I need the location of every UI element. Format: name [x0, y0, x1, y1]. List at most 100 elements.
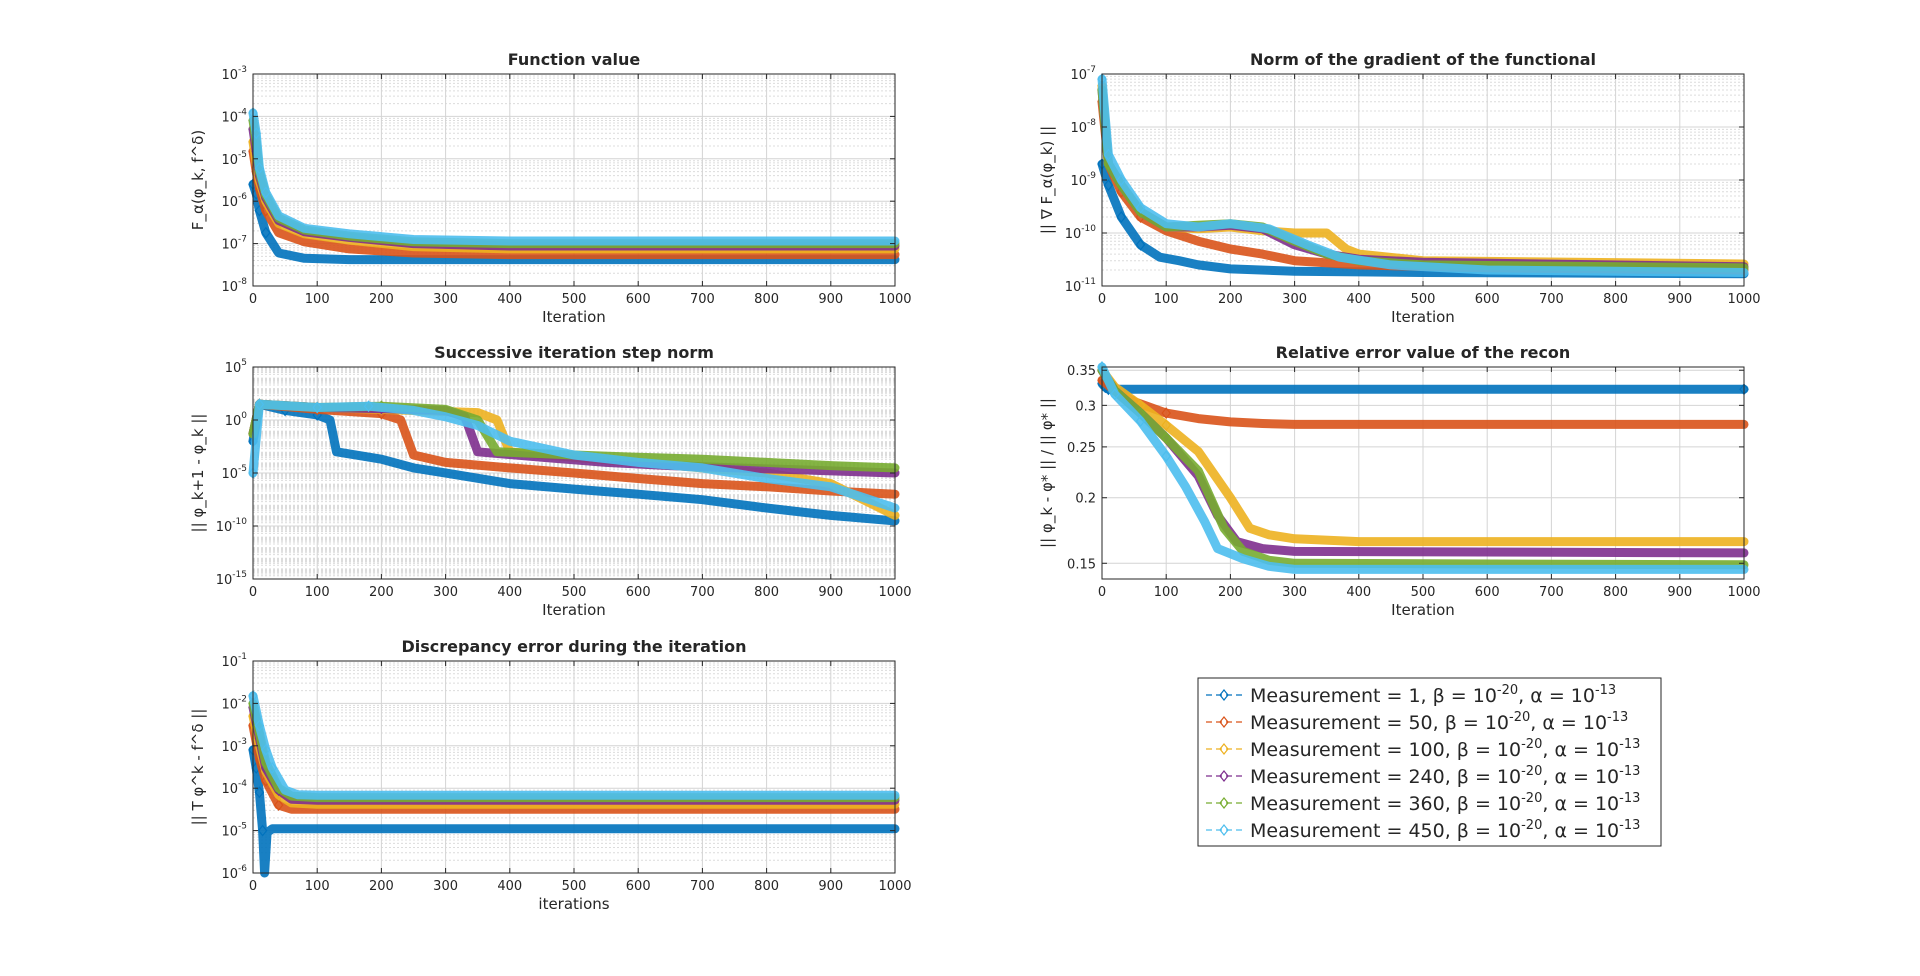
- x-tick-label: 100: [305, 292, 330, 307]
- legend-sep: ,: [1530, 712, 1542, 734]
- x-tick-label: 200: [1218, 292, 1243, 307]
- legend-item: Measurement = 240, β = 10-20, α = 10-13: [1206, 764, 1640, 788]
- x-tick-label: 200: [369, 292, 394, 307]
- x-tick-label: 500: [1411, 292, 1436, 307]
- y-tick-base: 10: [221, 153, 238, 168]
- y-tick-base: 10: [221, 740, 238, 755]
- x-tick-label: 0: [1098, 292, 1106, 307]
- x-tick-label: 400: [1346, 292, 1371, 307]
- legend-item: Measurement = 450, β = 10-20, α = 10-13: [1206, 818, 1640, 842]
- x-tick-label: 600: [626, 879, 651, 894]
- y-tick-label: 10-1: [221, 652, 247, 670]
- y-tick-label: 0.3: [1075, 399, 1096, 414]
- y-tick-base: 10: [216, 573, 233, 588]
- legend-sep: ,: [1542, 793, 1554, 815]
- y-tick-base: 10: [1065, 227, 1082, 242]
- y-tick-label: 10-2: [221, 694, 247, 712]
- x-tick-label: 1000: [878, 585, 911, 600]
- data-marker: [254, 719, 265, 732]
- legend-measurement: Measurement = 1,: [1250, 685, 1433, 707]
- y-tick-base: 10: [221, 68, 238, 83]
- y-tick-base: 10: [221, 467, 238, 482]
- legend-beta-exp: -20: [1509, 710, 1530, 725]
- y-tick-label: 10-9: [1070, 171, 1096, 189]
- legend-measurement: Measurement = 240,: [1250, 766, 1457, 788]
- data-marker: [257, 824, 268, 837]
- legend-beta: β = 10: [1445, 712, 1509, 734]
- y-tick-exponent: -7: [1087, 65, 1096, 75]
- legend-beta: β = 10: [1457, 793, 1521, 815]
- y-tick-base: 10: [225, 414, 242, 429]
- y-tick-exponent: -1: [238, 652, 247, 662]
- x-tick-label: 1000: [1727, 292, 1760, 307]
- data-marker: [363, 400, 374, 413]
- x-tick-label: 0: [1098, 585, 1106, 600]
- y-tick-label: 0.2: [1075, 492, 1096, 507]
- y-tick-label: 0.35: [1067, 364, 1096, 379]
- x-tick-label: 0: [249, 292, 257, 307]
- chart-step-norm: 0 100 200 300 400 500 600 700 800 900 100010-1510-…: [189, 343, 912, 619]
- y-tick-exponent: -2: [238, 694, 247, 704]
- legend-swatch-marker: [1219, 716, 1229, 728]
- x-axis-label: Iteration: [542, 601, 606, 619]
- legend-label: Measurement = 450, β = 10-20, α = 10-13: [1250, 818, 1640, 842]
- x-tick-label: 800: [1603, 585, 1628, 600]
- data-marker: [261, 743, 271, 756]
- x-tick-label: 100: [305, 879, 330, 894]
- x-tick-label: 300: [433, 879, 458, 894]
- legend-label: Measurement = 360, β = 10-20, α = 10-13: [1250, 791, 1640, 815]
- legend-beta-exp: -20: [1497, 683, 1518, 698]
- y-tick-label: 10-6: [221, 192, 247, 210]
- legend-sep: ,: [1542, 766, 1554, 788]
- data-marker: [1135, 201, 1146, 214]
- y-tick-base: 10: [221, 655, 238, 670]
- y-tick-exponent: -6: [238, 192, 247, 202]
- x-tick-label: 400: [497, 292, 522, 307]
- y-tick-label: 10-8: [221, 277, 247, 295]
- y-tick-label: 10-3: [221, 65, 247, 83]
- x-tick-label: 200: [369, 585, 394, 600]
- legend-item: Measurement = 100, β = 10-20, α = 10-13: [1206, 737, 1640, 761]
- y-tick-base: 10: [221, 195, 238, 210]
- legend-box: [1197, 677, 1662, 847]
- data-marker: [1135, 238, 1146, 251]
- y-tick-exponent: 0: [241, 411, 247, 421]
- y-tick-label: 10-3: [221, 737, 247, 755]
- data-marker: [251, 127, 261, 140]
- x-tick-label: 900: [1667, 292, 1692, 307]
- data-marker: [1161, 407, 1171, 420]
- legend-measurement: Measurement = 100,: [1250, 739, 1457, 761]
- legend-alpha: α = 10: [1554, 820, 1619, 842]
- y-tick-base: 10: [1070, 121, 1087, 136]
- y-tick-label: 10-4: [221, 779, 247, 797]
- series-line-1: [248, 399, 900, 526]
- x-tick-label: 700: [690, 292, 715, 307]
- y-tick-base: 10: [1065, 280, 1082, 295]
- y-tick-base: 10: [225, 361, 242, 376]
- x-tick-label: 200: [1218, 585, 1243, 600]
- data-marker: [1116, 174, 1127, 186]
- chart-title: Relative error value of the recon: [1276, 343, 1571, 362]
- legend-item: Measurement = 1, β = 10-20, α = 10-13: [1206, 683, 1616, 707]
- x-tick-label: 1000: [878, 292, 911, 307]
- y-tick-label: 10-10: [1065, 224, 1097, 242]
- x-tick-label: 800: [1603, 292, 1628, 307]
- x-tick-label: 0: [249, 879, 257, 894]
- series-line-1: [248, 179, 900, 265]
- legend-alpha-exp: -13: [1619, 818, 1640, 833]
- y-tick-base: 10: [221, 110, 238, 125]
- chart-function-value: 0 100 200 300 400 500 600 700 800 900 100010-810-7…: [189, 50, 912, 326]
- legend-measurement: Measurement = 450,: [1250, 820, 1457, 842]
- x-axis-label: Iteration: [1391, 601, 1455, 619]
- legend-label: Measurement = 1, β = 10-20, α = 10-13: [1250, 683, 1616, 707]
- y-tick-base: 10: [221, 697, 238, 712]
- y-tick-exponent: -8: [238, 277, 247, 287]
- data-marker: [1161, 450, 1171, 463]
- legend-alpha-exp: -13: [1619, 791, 1640, 806]
- legend-sep: ,: [1542, 739, 1554, 761]
- y-tick-exponent: -10: [232, 517, 247, 527]
- x-tick-label: 400: [1346, 585, 1371, 600]
- legend-swatch-marker: [1219, 743, 1229, 755]
- data-marker: [1161, 431, 1171, 444]
